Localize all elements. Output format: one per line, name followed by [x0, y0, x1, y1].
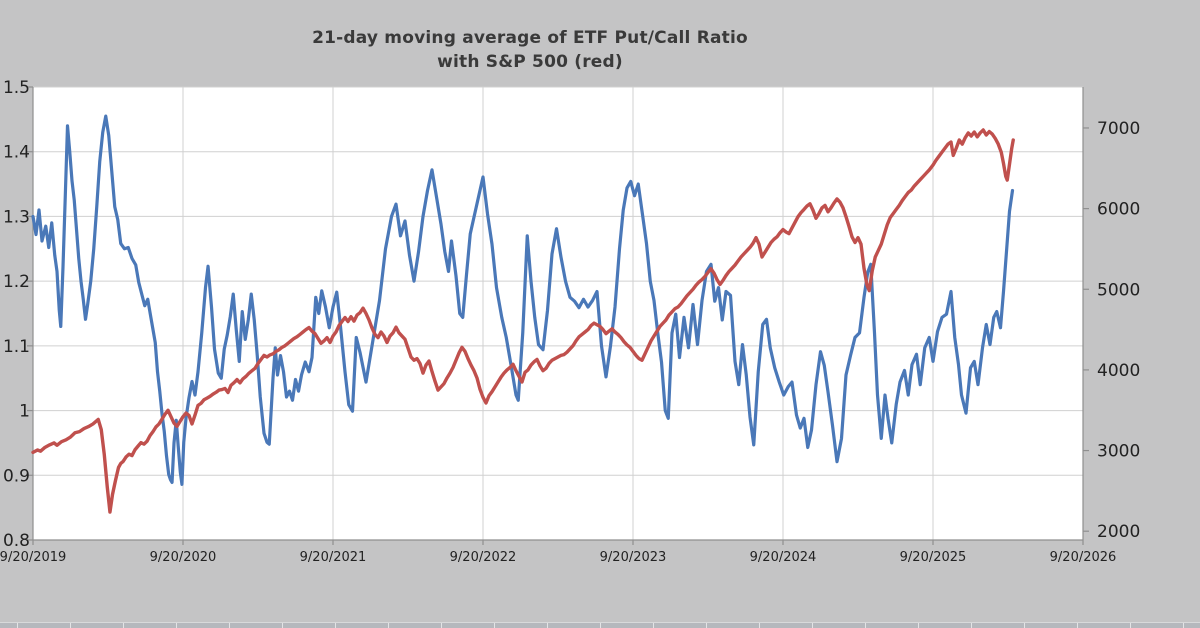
- x-axis-tick-label: 9/20/2024: [750, 550, 817, 565]
- y-left-tick-label: 0.8: [3, 531, 30, 551]
- y-right-tick-label: 3000: [1097, 442, 1140, 462]
- x-axis-tick-label: 9/20/2019: [0, 550, 66, 565]
- y-left-tick-label: 1.3: [3, 207, 30, 227]
- y-left-tick-label: 1.2: [3, 272, 30, 292]
- sp500-series: [31, 128, 1015, 514]
- put-call-ratio-series: [31, 114, 1015, 486]
- y-left-tick-label: 0.9: [3, 466, 30, 486]
- y-left-tick-label: 1.5: [3, 78, 30, 98]
- x-axis-tick-label: 9/20/2026: [1050, 550, 1117, 565]
- x-axis-tick-label: 9/20/2020: [150, 550, 217, 565]
- y-right-tick-label: 6000: [1097, 200, 1140, 220]
- y-right-tick-label: 5000: [1097, 280, 1140, 300]
- x-axis-tick-label: 9/20/2023: [600, 550, 667, 565]
- y-left-tick-label: 1.4: [3, 143, 30, 163]
- y-left-tick-label: 1: [19, 402, 30, 422]
- x-axis-tick-label: 9/20/2022: [450, 550, 517, 565]
- x-axis-tick-label: 9/20/2025: [900, 550, 967, 565]
- y-right-tick-label: 7000: [1097, 119, 1140, 139]
- y-right-tick-label: 4000: [1097, 361, 1140, 381]
- spreadsheet-row-strip: [0, 622, 1200, 628]
- x-axis-tick-label: 9/20/2021: [300, 550, 367, 565]
- plot-area: [33, 87, 1083, 540]
- y-left-tick-label: 1.1: [3, 337, 30, 357]
- y-right-tick-label: 2000: [1097, 522, 1140, 542]
